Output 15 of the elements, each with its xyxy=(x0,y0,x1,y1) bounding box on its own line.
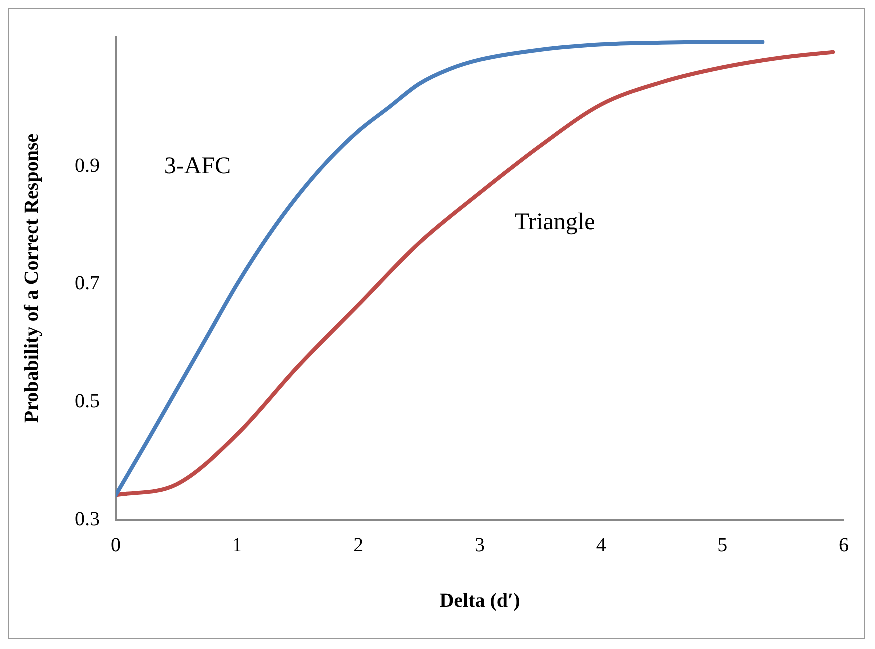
x-tick-label: 1 xyxy=(232,534,242,556)
x-tick-label: 2 xyxy=(354,534,364,556)
y-tick-label: 0.5 xyxy=(75,390,100,412)
text: 3-AFC xyxy=(164,154,232,180)
x-tick-label: 6 xyxy=(839,534,849,556)
x-tick-label: 3 xyxy=(475,534,485,556)
y-axis-title: Probability of a Correct Response xyxy=(21,134,44,424)
x-tick-label: 5 xyxy=(718,534,728,556)
y-tick-label: 0.7 xyxy=(75,272,100,295)
x-tick-label: 0 xyxy=(111,534,121,556)
y-tick-label: 0.9 xyxy=(75,154,100,177)
x-axis-title: Delta (d′) xyxy=(440,590,520,612)
x-tick-label: 4 xyxy=(596,534,606,556)
series-label: Triangle xyxy=(514,209,596,236)
y-tick-label: 0.3 xyxy=(75,508,100,530)
